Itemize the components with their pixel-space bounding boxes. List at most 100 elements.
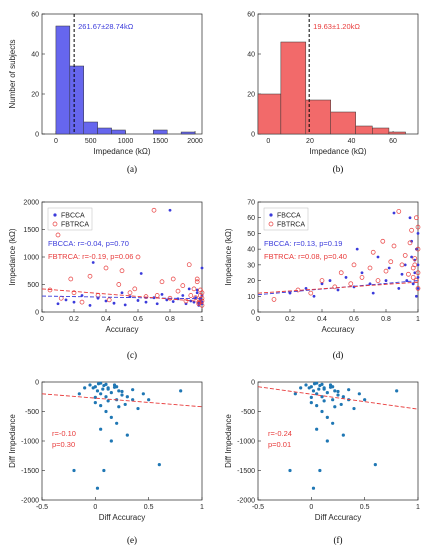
data-point bbox=[95, 389, 100, 393]
mean-annotation: 19.63±1.20kΩ bbox=[313, 22, 360, 31]
fit-line bbox=[257, 386, 419, 410]
data-point bbox=[325, 415, 329, 419]
data-point bbox=[99, 427, 103, 431]
histogram-bar bbox=[330, 111, 356, 135]
data-point bbox=[371, 291, 375, 295]
data-point bbox=[331, 385, 335, 389]
y-tick-label: -500 bbox=[25, 409, 39, 416]
y-axis-label: Impedance (kΩ) bbox=[224, 228, 233, 285]
data-point bbox=[123, 303, 127, 307]
data-point bbox=[317, 387, 321, 391]
data-point bbox=[106, 387, 110, 391]
histogram-bar bbox=[280, 41, 307, 135]
data-point bbox=[333, 389, 337, 393]
data-point bbox=[91, 261, 95, 264]
x-axis-label: Diff Accuracy bbox=[315, 513, 362, 522]
data-point bbox=[319, 278, 325, 283]
x-tick-label: 0.2 bbox=[69, 316, 79, 323]
data-point bbox=[93, 401, 97, 405]
data-point bbox=[165, 298, 169, 302]
data-point bbox=[198, 287, 203, 293]
data-point bbox=[115, 421, 119, 425]
data-point bbox=[141, 392, 145, 396]
data-point bbox=[413, 271, 417, 275]
x-axis-label: Impedance (kΩ) bbox=[309, 147, 366, 156]
data-point bbox=[104, 299, 108, 303]
y-tick-label: -1500 bbox=[237, 468, 255, 475]
data-point bbox=[99, 392, 103, 396]
legend-label: FBCCA bbox=[277, 213, 301, 220]
data-point bbox=[315, 427, 319, 431]
x-tick-label: 1000 bbox=[118, 138, 134, 145]
data-point bbox=[55, 232, 61, 238]
x-tick-label: 0.2 bbox=[285, 316, 295, 323]
data-point bbox=[47, 287, 53, 293]
data-point bbox=[412, 262, 418, 268]
data-point bbox=[99, 381, 103, 385]
data-point bbox=[331, 421, 335, 425]
data-point bbox=[106, 399, 110, 403]
data-point bbox=[304, 287, 308, 290]
histogram-bar bbox=[97, 127, 112, 135]
x-tick-label: 1500 bbox=[152, 138, 168, 145]
data-point bbox=[415, 270, 421, 276]
data-point bbox=[328, 279, 332, 282]
axes-frame bbox=[257, 201, 419, 313]
data-point bbox=[407, 240, 413, 246]
y-tick-label: 0 bbox=[251, 380, 255, 387]
data-point bbox=[402, 253, 408, 258]
data-point bbox=[193, 295, 198, 301]
data-point bbox=[416, 287, 420, 290]
histogram-bar bbox=[388, 131, 406, 135]
x-tick-label: 0.6 bbox=[133, 316, 143, 323]
x-tick-label: 0 bbox=[54, 138, 58, 145]
data-point bbox=[406, 271, 411, 277]
data-point bbox=[392, 211, 396, 215]
data-point bbox=[125, 433, 129, 437]
panel-label: (c) bbox=[127, 350, 137, 360]
histogram-bar bbox=[111, 129, 126, 135]
data-point bbox=[312, 294, 316, 298]
data-point bbox=[325, 439, 329, 443]
data-point bbox=[309, 385, 313, 389]
data-point bbox=[104, 382, 108, 386]
y-axis-label: Impedance (kΩ) bbox=[8, 228, 17, 285]
data-point bbox=[415, 246, 421, 252]
panel-3: 0 0.2 0.4 0.6 0.8 1010203040506070AccuracyImp… bbox=[224, 200, 421, 360]
histogram-bar bbox=[180, 131, 196, 135]
data-point bbox=[136, 299, 140, 302]
x-tick-label: 0 bbox=[40, 316, 44, 323]
data-point bbox=[170, 276, 176, 282]
x-tick-label: 0 bbox=[266, 138, 270, 145]
x-tick-label: 20 bbox=[306, 138, 314, 145]
data-point bbox=[416, 232, 420, 235]
legend-marker-fbcca bbox=[269, 213, 273, 217]
x-tick-label: 0.4 bbox=[317, 316, 327, 323]
data-point bbox=[155, 302, 159, 306]
y-tick-label: 20 bbox=[247, 278, 255, 285]
y-tick-label: 40 bbox=[247, 52, 255, 59]
panel-label: (d) bbox=[333, 350, 344, 360]
data-point bbox=[125, 395, 129, 399]
data-point bbox=[189, 299, 193, 303]
data-point bbox=[195, 291, 199, 295]
fit-line bbox=[41, 288, 203, 302]
histogram-bar bbox=[69, 65, 84, 135]
data-point bbox=[88, 383, 92, 387]
data-point bbox=[103, 265, 109, 271]
data-point bbox=[123, 402, 127, 407]
data-point bbox=[200, 266, 204, 270]
data-point bbox=[311, 486, 316, 490]
data-point bbox=[104, 395, 108, 399]
x-tick-label: -0.5 bbox=[36, 504, 48, 511]
histogram-bar bbox=[372, 127, 390, 135]
data-point bbox=[199, 295, 205, 301]
data-point bbox=[95, 486, 100, 490]
data-point bbox=[117, 405, 121, 409]
x-tick-label: 1 bbox=[200, 504, 204, 511]
legend-marker-fbcca bbox=[53, 213, 57, 217]
x-tick-label: 1 bbox=[416, 504, 420, 511]
panel-label: (b) bbox=[333, 164, 344, 174]
data-point bbox=[376, 255, 380, 259]
data-point bbox=[357, 392, 361, 396]
